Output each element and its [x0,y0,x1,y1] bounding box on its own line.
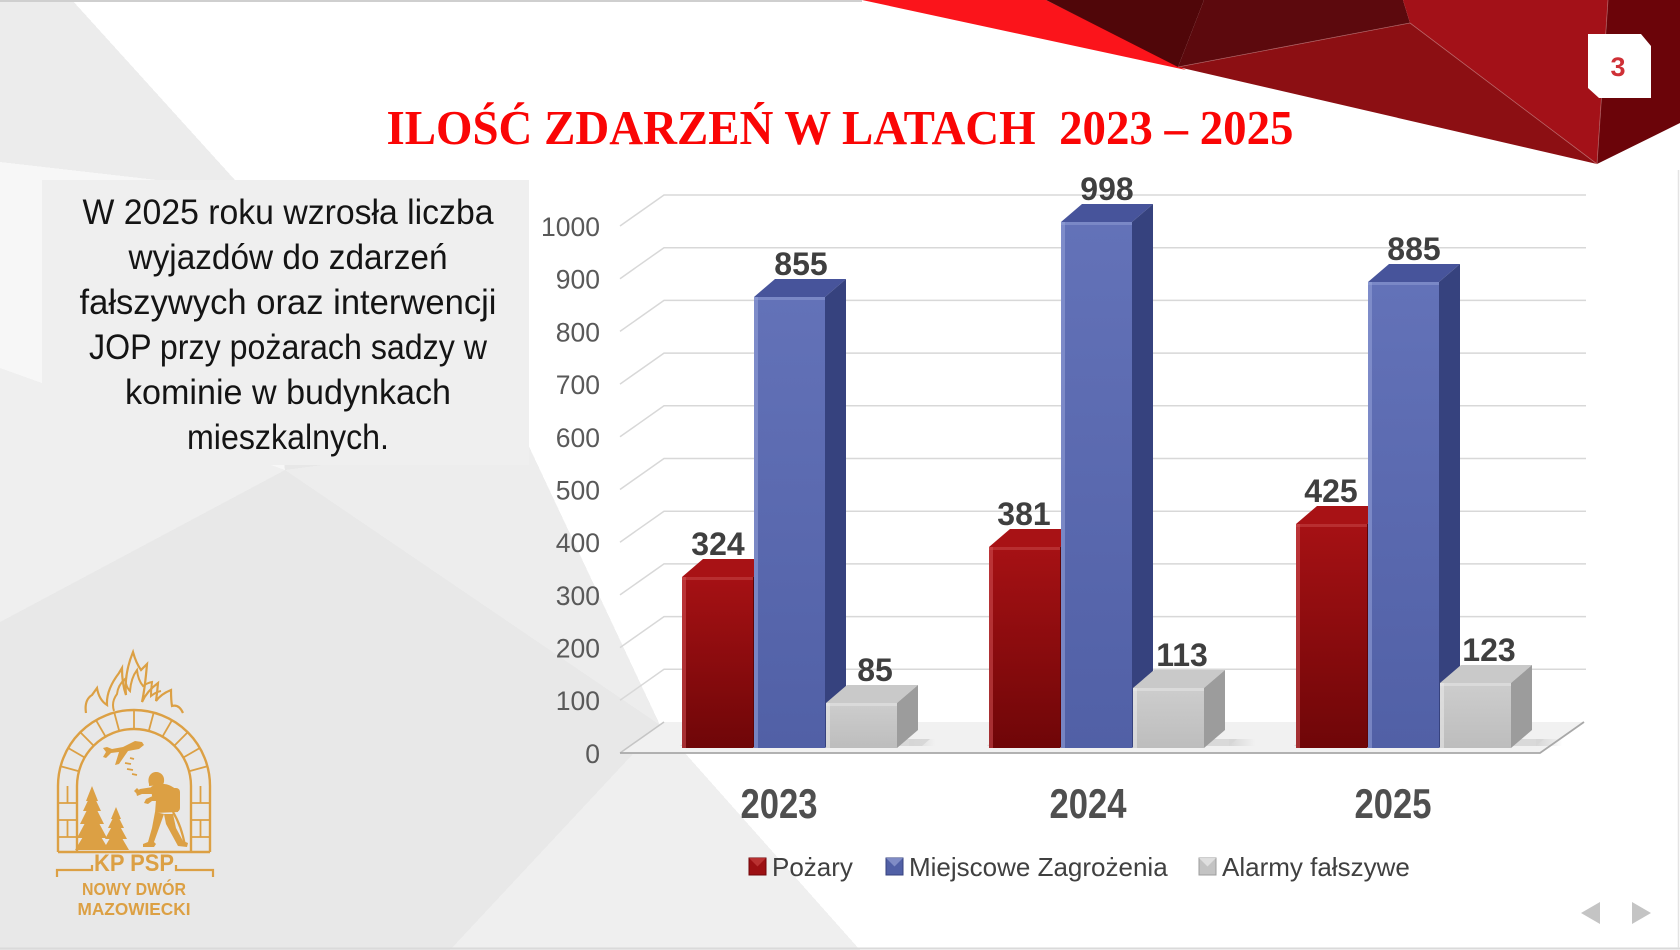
svg-text:100: 100 [556,686,600,716]
svg-text:2023: 2023 [741,780,818,827]
svg-text:KP PSP: KP PSP [94,850,174,877]
svg-text:1000: 1000 [541,212,600,242]
svg-text:123: 123 [1462,632,1515,668]
svg-text:kominie w budynkach: kominie w budynkach [125,373,451,412]
svg-text:855: 855 [774,246,827,282]
svg-text:885: 885 [1387,231,1440,267]
svg-text:500: 500 [556,476,600,506]
svg-text:mieszkalnych.: mieszkalnych. [187,418,389,457]
svg-text:0: 0 [585,739,600,769]
svg-text:381: 381 [997,496,1050,532]
svg-text:JOP przy pożarach sadzy w: JOP przy pożarach sadzy w [89,328,488,367]
svg-text:MAZOWIECKI: MAZOWIECKI [78,899,191,919]
svg-text:2025: 2025 [1355,780,1432,827]
svg-text:W 2025 roku wzrosła liczba: W 2025 roku wzrosła liczba [83,193,495,232]
svg-text:85: 85 [857,652,893,688]
svg-text:Pożary: Pożary [772,852,853,882]
svg-text:ILOŚĆ ZDARZEŃ W LATACH 2023 –: ILOŚĆ ZDARZEŃ W LATACH 2023 – 2025 [387,100,1294,155]
svg-text:400: 400 [556,528,600,558]
svg-text:NOWY DWÓR: NOWY DWÓR [82,878,186,899]
svg-text:700: 700 [556,370,600,400]
svg-text:3: 3 [1610,52,1625,82]
svg-text:wyjazdów do zdarzeń: wyjazdów do zdarzeń [128,238,448,277]
svg-text:300: 300 [556,581,600,611]
svg-text:113: 113 [1156,637,1208,673]
svg-text:Alarmy fałszywe: Alarmy fałszywe [1222,852,1410,882]
svg-text:Miejscowe Zagrożenia: Miejscowe Zagrożenia [909,852,1168,882]
svg-text:600: 600 [556,423,600,453]
svg-text:324: 324 [691,526,745,562]
svg-text:fałszywych oraz interwencji: fałszywych oraz interwencji [80,283,497,322]
svg-text:900: 900 [556,265,600,295]
svg-text:998: 998 [1080,171,1133,207]
svg-text:2024: 2024 [1050,780,1128,827]
svg-text:800: 800 [556,318,600,348]
svg-text:200: 200 [556,634,600,664]
svg-text:425: 425 [1304,473,1357,509]
